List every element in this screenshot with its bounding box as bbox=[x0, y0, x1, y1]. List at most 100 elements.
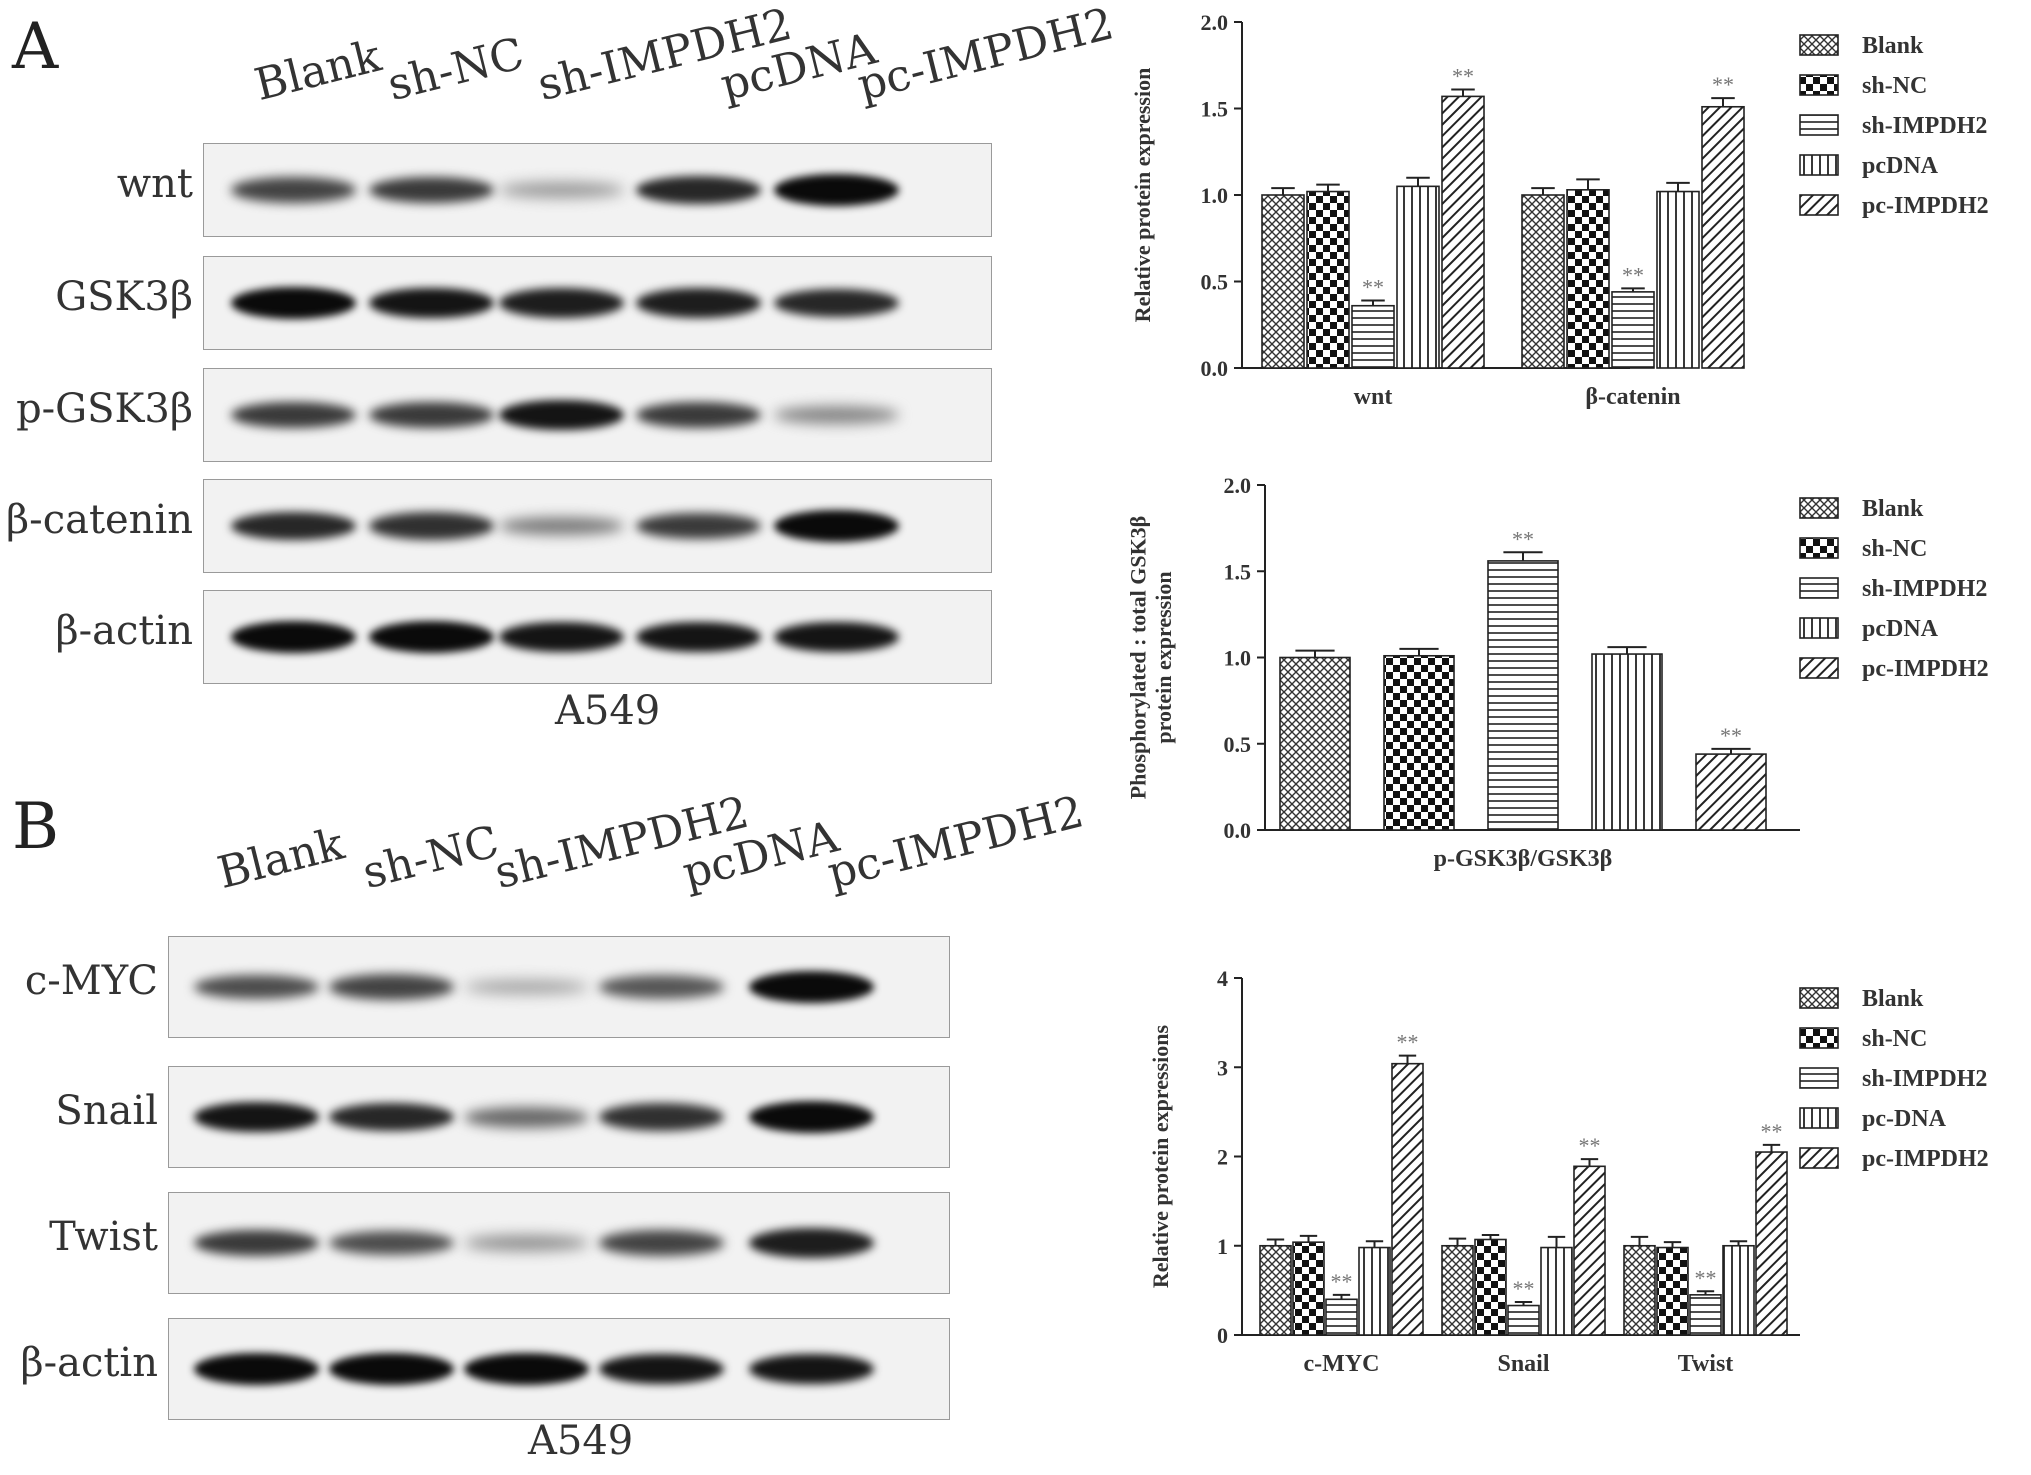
significance-marker: ** bbox=[1397, 1030, 1419, 1055]
blot-band bbox=[748, 971, 874, 1003]
blot-row-label: GSK3β bbox=[55, 274, 193, 320]
blot-band bbox=[748, 1353, 874, 1385]
blot-band bbox=[635, 512, 761, 540]
blot-row-label: Snail bbox=[55, 1088, 158, 1134]
blot-band bbox=[498, 621, 624, 653]
significance-marker: ** bbox=[1513, 1276, 1535, 1301]
blot-row-label: Twist bbox=[49, 1214, 158, 1260]
bar bbox=[1611, 291, 1655, 369]
blot-band bbox=[368, 621, 494, 653]
legend-swatch bbox=[1799, 1147, 1839, 1169]
blot-band bbox=[773, 288, 899, 318]
y-tick-label: 1.5 bbox=[1224, 559, 1252, 584]
blot-row-label: c-MYC bbox=[24, 958, 158, 1004]
blot-strip bbox=[168, 1066, 950, 1168]
x-category-label: Snail bbox=[1497, 1351, 1549, 1377]
y-axis-label: Phosphorylated : total GSK3βprotein expr… bbox=[1126, 516, 1176, 800]
legend-swatch bbox=[1799, 657, 1839, 679]
significance-marker: ** bbox=[1720, 723, 1742, 748]
legend-swatch bbox=[1799, 1067, 1839, 1089]
bar bbox=[1306, 190, 1350, 369]
y-tick-label: 2 bbox=[1217, 1145, 1228, 1170]
bar bbox=[1591, 653, 1663, 831]
y-tick-label: 0.0 bbox=[1224, 818, 1252, 843]
significance-marker: ** bbox=[1512, 526, 1534, 551]
blot-band bbox=[498, 399, 624, 431]
legend-swatch bbox=[1799, 987, 1839, 1009]
y-tick-label: 1.5 bbox=[1201, 97, 1229, 122]
blot-band bbox=[368, 512, 494, 540]
bar bbox=[1722, 1244, 1755, 1336]
legend-label: Blank bbox=[1862, 33, 1924, 59]
legend-swatch bbox=[1799, 74, 1839, 96]
blot-band bbox=[193, 1229, 319, 1257]
y-tick-label: 4 bbox=[1217, 966, 1228, 991]
bar bbox=[1689, 1294, 1722, 1336]
blot-band bbox=[463, 1234, 589, 1252]
y-tick-label: 3 bbox=[1217, 1055, 1228, 1080]
legend-label: pc-IMPDH2 bbox=[1862, 193, 1989, 219]
legend-swatch bbox=[1799, 617, 1839, 639]
bar bbox=[1755, 1151, 1788, 1336]
significance-marker: ** bbox=[1579, 1133, 1601, 1158]
x-category-label: β-catenin bbox=[1585, 384, 1680, 410]
significance-marker: ** bbox=[1362, 275, 1384, 300]
legend-swatch bbox=[1799, 114, 1839, 136]
blot-row-label: p-GSK3β bbox=[16, 386, 193, 432]
blot-band bbox=[463, 1353, 589, 1385]
bar bbox=[1441, 95, 1485, 369]
legend-label: pcDNA bbox=[1862, 153, 1939, 179]
x-category-label: c-MYC bbox=[1304, 1351, 1380, 1377]
bar bbox=[1279, 656, 1351, 831]
blot-band bbox=[328, 1353, 454, 1385]
significance-marker: ** bbox=[1452, 63, 1474, 88]
panel-letter-b: B bbox=[12, 790, 60, 864]
y-tick-label: 0.5 bbox=[1224, 732, 1252, 757]
x-category-label: wnt bbox=[1354, 384, 1393, 410]
legend-label: sh-IMPDH2 bbox=[1862, 113, 1987, 139]
bar bbox=[1623, 1244, 1656, 1336]
bar bbox=[1325, 1298, 1358, 1336]
legend-label: pc-IMPDH2 bbox=[1862, 656, 1989, 682]
legend-label: pcDNA bbox=[1862, 616, 1939, 642]
y-axis-label: Relative protein expressions bbox=[1148, 1024, 1173, 1288]
legend-swatch bbox=[1799, 497, 1839, 519]
blot-band bbox=[635, 621, 761, 653]
bar bbox=[1351, 304, 1395, 369]
blot-band bbox=[230, 177, 356, 203]
blot-band bbox=[230, 287, 356, 319]
bar-chart: 0 1 2 3 4 Relative protein expressions ** ** c-M… bbox=[1148, 966, 1989, 1377]
blot-row-label: β-actin bbox=[55, 608, 193, 654]
bar bbox=[1358, 1246, 1391, 1336]
bar-chart: 0.0 0.5 1.0 1.5 2.0 Relative protein expressi… bbox=[1130, 10, 1989, 410]
legend-label: sh-NC bbox=[1862, 536, 1927, 562]
blot-band bbox=[328, 1102, 454, 1132]
bar bbox=[1391, 1062, 1424, 1336]
legend-swatch bbox=[1799, 154, 1839, 176]
legend-label: pc-IMPDH2 bbox=[1862, 1146, 1989, 1172]
x-category-label: p-GSK3β/GSK3β bbox=[1434, 846, 1613, 872]
blot-strip bbox=[203, 479, 992, 573]
blot-strip bbox=[203, 256, 992, 350]
y-tick-label: 1.0 bbox=[1224, 646, 1252, 671]
blot-band bbox=[328, 1230, 454, 1256]
blot-row-label: wnt bbox=[116, 161, 193, 207]
bar bbox=[1474, 1238, 1507, 1336]
blot-band bbox=[368, 287, 494, 319]
bar bbox=[1261, 194, 1305, 369]
y-tick-label: 0.0 bbox=[1201, 356, 1229, 381]
bar bbox=[1259, 1244, 1292, 1336]
y-tick-label: 1 bbox=[1217, 1234, 1228, 1259]
bar bbox=[1656, 1246, 1689, 1336]
bar bbox=[1292, 1241, 1325, 1336]
blot-band bbox=[193, 1353, 319, 1385]
legend-swatch bbox=[1799, 1027, 1839, 1049]
blot-band bbox=[598, 975, 724, 999]
cell-line-label: A549 bbox=[528, 1418, 634, 1464]
blot-band bbox=[328, 974, 454, 1000]
legend-label: sh-NC bbox=[1862, 73, 1927, 99]
y-tick-label: 0.5 bbox=[1201, 270, 1229, 295]
blot-strip bbox=[203, 143, 992, 237]
blot-band bbox=[368, 401, 494, 429]
